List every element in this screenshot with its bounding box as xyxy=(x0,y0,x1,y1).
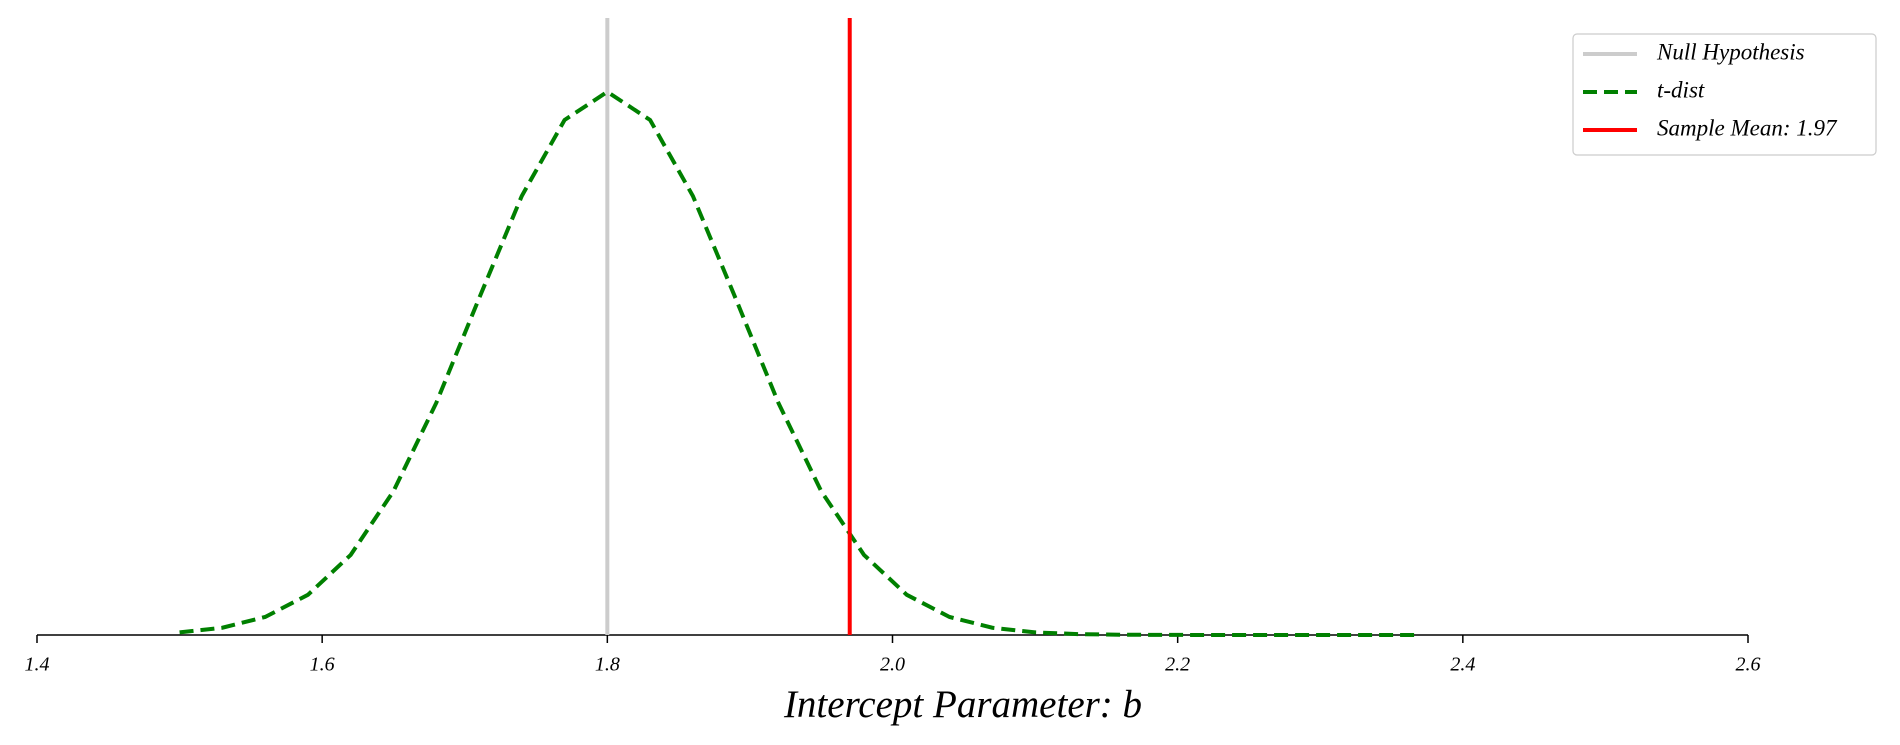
legend-label: Sample Mean: 1.97 xyxy=(1657,115,1838,140)
x-tick-label: 2.2 xyxy=(1165,654,1190,676)
curve xyxy=(179,89,1421,637)
x-tick-label: 1.6 xyxy=(310,654,335,676)
x-tick-label: 2.0 xyxy=(880,654,905,676)
x-tick-label: 1.8 xyxy=(595,654,620,676)
x-tick-label: 2.4 xyxy=(1450,654,1475,676)
x-tick-label: 2.6 xyxy=(1736,654,1761,676)
legend-label: t-dist xyxy=(1657,77,1705,102)
legend-label: Null Hypothesis xyxy=(1656,39,1805,64)
x-axis-label: Intercept Parameter: b xyxy=(783,683,1142,726)
x-tick-label: 1.4 xyxy=(25,654,50,676)
legend-box xyxy=(1572,33,1877,156)
